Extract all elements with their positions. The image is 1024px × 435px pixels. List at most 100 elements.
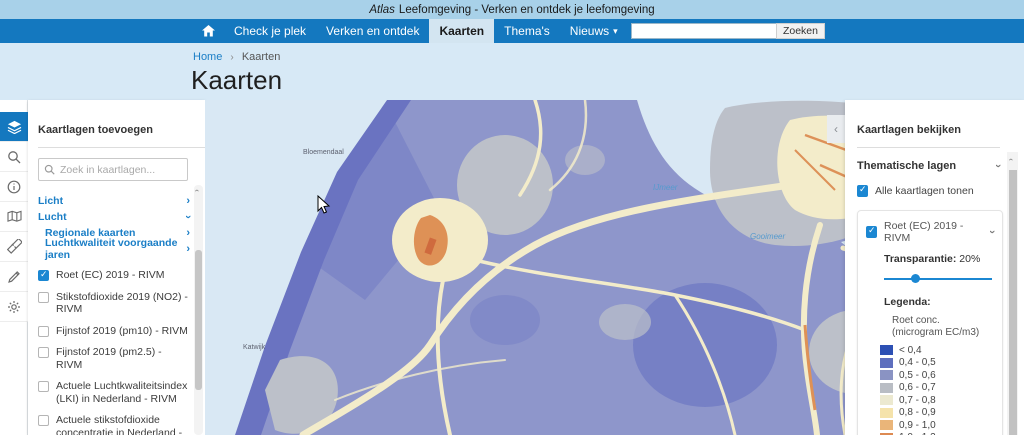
settings-tool-button[interactable] xyxy=(0,292,28,322)
view-layers-panel-title: Kaartlagen bekijken xyxy=(857,124,961,136)
scrollbar-thumb[interactable] xyxy=(195,250,202,390)
search-icon xyxy=(44,164,55,175)
layer-item-roet-2019[interactable]: Roet (EC) 2019 - RIVM xyxy=(38,269,190,282)
ruler-icon xyxy=(6,239,22,254)
legend-entry: 0,5 - 0,6 xyxy=(880,369,994,381)
layer-list: Roet (EC) 2019 - RIVM Stikstofdioxide 20… xyxy=(38,269,190,435)
water-label-ijmeer: IJmeer xyxy=(653,183,678,192)
main-nav: Check je plek Verken en ontdek Kaarten T… xyxy=(0,19,1024,43)
legend-color-swatch xyxy=(880,407,893,418)
checkbox-checked-icon[interactable] xyxy=(866,225,877,238)
transparency-row: Transparantie: 20% xyxy=(884,253,981,265)
checkbox-icon[interactable] xyxy=(38,415,49,426)
legend-entries: < 0,4 0,4 - 0,5 0,5 - 0,6 0,6 - 0,7 0,7 … xyxy=(880,344,994,435)
checkbox-icon[interactable] xyxy=(38,325,49,337)
scroll-up-icon[interactable]: › xyxy=(1005,158,1015,161)
checkbox-icon[interactable] xyxy=(38,381,49,392)
right-panel-scrollbar[interactable]: › xyxy=(1005,152,1018,435)
collapse-right-panel-button[interactable]: ‹ xyxy=(827,115,845,143)
map-sea xyxy=(205,100,387,435)
banner-text: Leefomgeving - Verken en ontdek je leefo… xyxy=(398,3,655,16)
checkbox-checked-icon[interactable] xyxy=(38,269,49,281)
left-panel-scrollbar[interactable]: › xyxy=(191,185,203,435)
checkbox-icon[interactable] xyxy=(38,347,49,358)
layer-item-lki[interactable]: Actuele Luchtkwaliteitsindex (LKI) in Ne… xyxy=(38,380,190,405)
search-icon xyxy=(7,150,21,164)
category-luchtkwaliteit-voorgaande-jaren[interactable]: Luchtkwaliteit voorgaande jaren › xyxy=(45,237,190,261)
site-search-input[interactable] xyxy=(630,23,776,39)
category-licht[interactable]: Licht › xyxy=(38,195,190,207)
legend-color-swatch xyxy=(880,370,893,380)
thematic-layers-section-header[interactable]: Thematische lagen › xyxy=(857,160,1005,172)
layers-icon xyxy=(7,120,22,134)
site-search-button[interactable]: Zoeken xyxy=(775,23,825,39)
view-layers-panel: Kaartlagen bekijken Thematische lagen › … xyxy=(845,100,1024,435)
search-tool-button[interactable] xyxy=(0,142,28,172)
layer-item-pm25-2019[interactable]: Fijnstof 2019 (pm2.5) - RIVM xyxy=(38,346,190,371)
nav-check-je-plek[interactable]: Check je plek xyxy=(234,24,307,38)
layers-tool-button[interactable] xyxy=(0,112,28,142)
info-tool-button[interactable] xyxy=(0,172,28,202)
legend-heading: Legenda: xyxy=(884,296,931,308)
layer-category-list: Licht › Lucht › Regionale kaarten › Luch… xyxy=(38,193,195,261)
chevron-down-icon: › xyxy=(992,164,1005,168)
gear-icon xyxy=(7,300,21,314)
legend-entry: 0,9 - 1,0 xyxy=(880,419,994,431)
legend-entry: 1,0 - 1,2 xyxy=(880,432,994,435)
active-layer-header[interactable]: Roet (EC) 2019 - RIVM › xyxy=(866,220,998,244)
page-title: Kaarten xyxy=(191,65,283,95)
legend-entry: 0,6 - 0,7 xyxy=(880,382,994,394)
map-toolbar xyxy=(0,100,28,435)
scrollbar-thumb[interactable] xyxy=(1009,170,1017,435)
transparency-slider[interactable] xyxy=(884,274,992,283)
layer-item-pm10-2019[interactable]: Fijnstof 2019 (pm10) - RIVM xyxy=(38,325,190,338)
site-banner: Atlas Leefomgeving - Verken en ontdek je… xyxy=(0,0,1024,19)
layer-item-no2-2019[interactable]: Stikstofdioxide 2019 (NO2) - RIVM xyxy=(38,291,190,316)
nav-kaarten[interactable]: Kaarten xyxy=(429,19,495,43)
breadcrumb-home-link[interactable]: Home xyxy=(193,51,223,63)
map-book-icon xyxy=(6,210,22,223)
layer-searchbox xyxy=(38,158,188,181)
nav-nieuws[interactable]: Nieuws ▾ xyxy=(569,24,618,38)
breadcrumb: Home › Kaarten xyxy=(193,51,280,63)
ruler-tool-button[interactable] xyxy=(0,232,28,262)
category-regionale-kaarten[interactable]: Regionale kaarten › xyxy=(45,227,190,239)
legend-color-swatch xyxy=(880,432,893,435)
legend-entry: 0,7 - 0,8 xyxy=(880,394,994,406)
chevron-right-icon: › xyxy=(186,227,190,239)
checkbox-icon[interactable] xyxy=(38,291,49,303)
pencil-tool-button[interactable] xyxy=(0,262,28,292)
chevron-down-icon: › xyxy=(986,230,999,234)
legend-entry: 0,8 - 0,9 xyxy=(880,407,994,419)
layer-search-input[interactable] xyxy=(60,163,180,176)
nav-themas[interactable]: Thema's xyxy=(504,24,550,38)
legend-subtitle: Roet conc. (microgram EC/m3) xyxy=(892,315,980,338)
chevron-right-icon: › xyxy=(186,195,190,207)
divider xyxy=(38,147,205,148)
nav-verken-en-ontdek[interactable]: Verken en ontdek xyxy=(326,24,420,38)
place-label-katwijk: Katwijk xyxy=(243,344,266,351)
chevron-down-icon: › xyxy=(182,215,195,219)
chevron-right-icon: › xyxy=(186,243,190,255)
pencil-icon xyxy=(7,270,21,284)
home-icon[interactable] xyxy=(193,19,224,43)
category-lucht[interactable]: Lucht › xyxy=(38,211,195,223)
map-book-tool-button[interactable] xyxy=(0,202,28,232)
add-layers-panel-title: Kaartlagen toevoegen xyxy=(38,124,153,136)
slider-knob[interactable] xyxy=(911,274,920,283)
scroll-up-icon[interactable]: › xyxy=(191,189,201,192)
slider-track[interactable] xyxy=(884,278,992,280)
transparency-value: 20% xyxy=(959,253,981,265)
layer-item-actuele-no2[interactable]: Actuele stikstofdioxide concentratie in … xyxy=(38,414,190,435)
breadcrumb-separator-icon: › xyxy=(230,52,234,63)
active-layer-card: Roet (EC) 2019 - RIVM › Transparantie: 2… xyxy=(857,210,1003,435)
checkbox-checked-icon[interactable] xyxy=(857,184,868,197)
mouse-cursor-icon xyxy=(317,194,331,214)
site-search: Zoeken xyxy=(630,23,825,39)
legend-color-swatch xyxy=(880,357,893,368)
page-header: Home › Kaarten Kaarten xyxy=(0,43,1024,100)
breadcrumb-current: Kaarten xyxy=(241,51,281,63)
legend-entry: 0,4 - 0,5 xyxy=(880,357,994,369)
show-all-layers-toggle[interactable]: Alle kaartlagen tonen xyxy=(857,184,1000,197)
